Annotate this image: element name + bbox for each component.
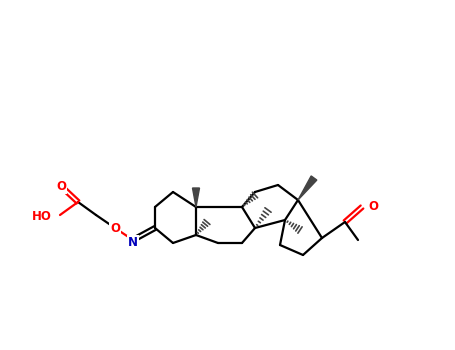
Text: HO: HO bbox=[32, 210, 52, 224]
Text: O: O bbox=[368, 199, 378, 212]
Text: O: O bbox=[110, 222, 120, 235]
Text: N: N bbox=[128, 236, 138, 248]
Polygon shape bbox=[192, 188, 199, 207]
Text: O: O bbox=[56, 181, 66, 194]
Polygon shape bbox=[298, 176, 317, 200]
